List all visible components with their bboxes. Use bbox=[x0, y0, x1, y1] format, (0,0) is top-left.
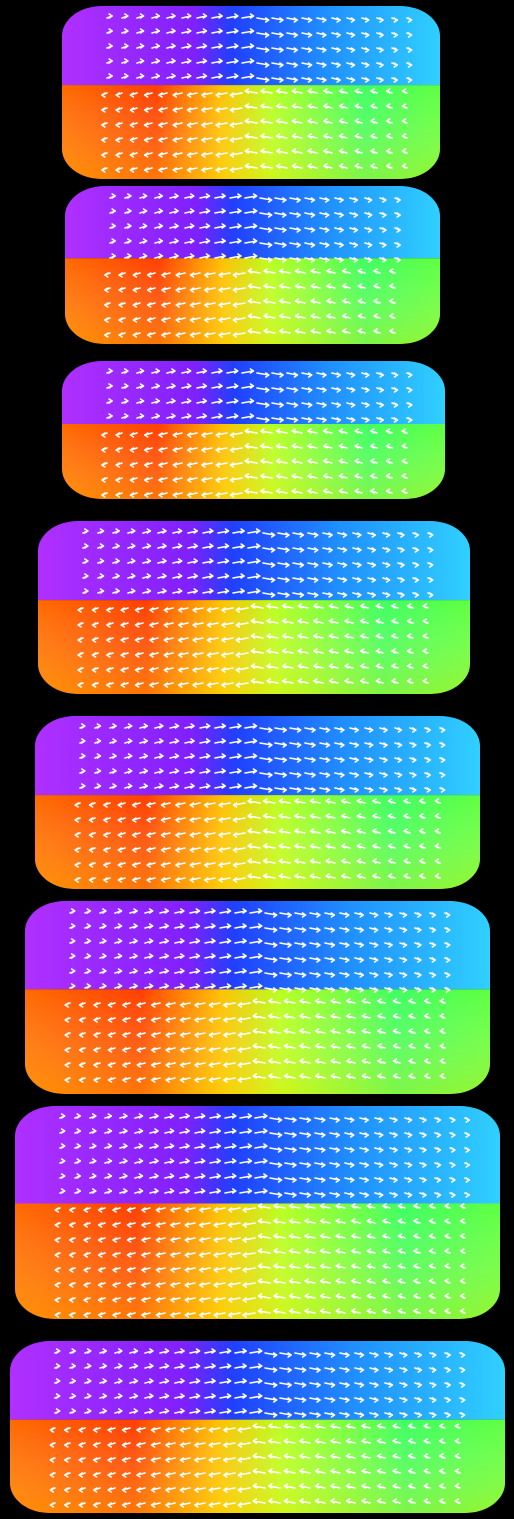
lower-shade bbox=[15, 1204, 500, 1326]
region-fill bbox=[25, 895, 490, 1100]
region-fill bbox=[65, 180, 440, 350]
lower-shade bbox=[35, 795, 480, 895]
upper-flow bbox=[10, 1335, 505, 1420]
lower-shade bbox=[62, 85, 440, 185]
upper-flow bbox=[35, 710, 480, 795]
flow-visualization bbox=[0, 0, 514, 1519]
page: {} (() => { const data = JSON.parse(docu… bbox=[0, 0, 514, 1519]
flow-region bbox=[25, 895, 490, 1100]
upper-flow bbox=[38, 515, 470, 600]
flow-region bbox=[65, 180, 440, 350]
upper-flow bbox=[15, 1100, 500, 1204]
upper-flow bbox=[62, 0, 440, 85]
upper-flow bbox=[62, 355, 445, 424]
